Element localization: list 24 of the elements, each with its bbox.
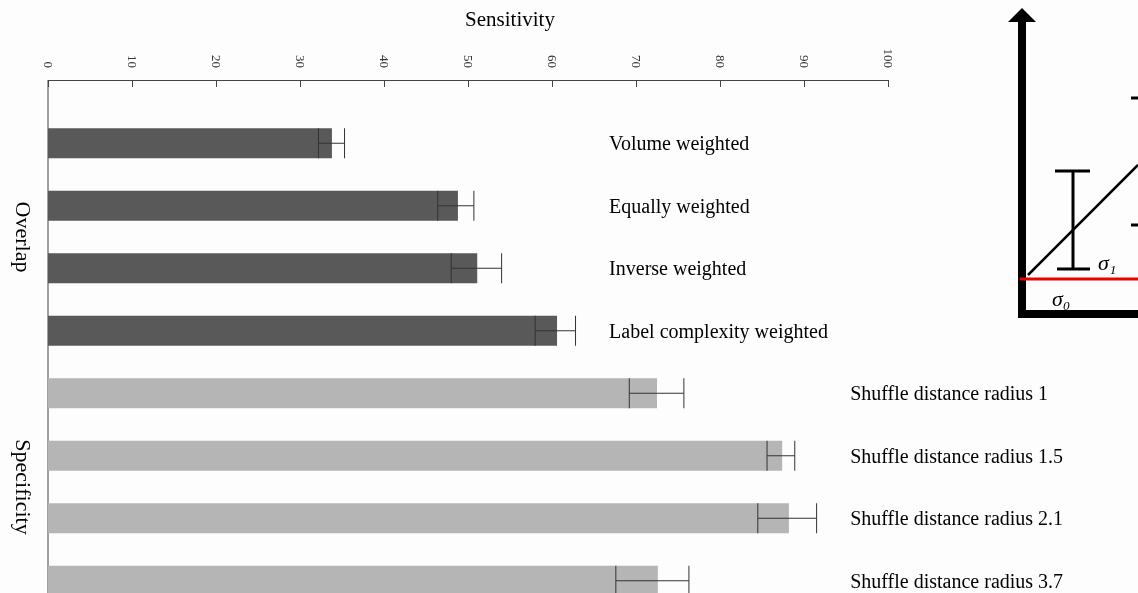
- x-tick-label: 90: [796, 55, 812, 68]
- y-tick-label: Shuffle distance radius 1.5: [850, 444, 1064, 467]
- text: Overlap: [11, 201, 36, 273]
- y-tick-label: Shuffle distance radius 2.1: [850, 507, 1064, 530]
- x-axis-title: Sensitivity: [465, 7, 556, 31]
- x-tick-label: 100: [880, 48, 896, 68]
- x-tick-label: 50: [460, 55, 476, 68]
- y-tick-label: Label complexity weighted: [609, 319, 828, 343]
- x-tick-label: 30: [292, 55, 308, 68]
- x-tick-label: 80: [712, 55, 728, 68]
- x-tick-label: 20: [208, 55, 224, 68]
- x-tick-label: 40: [376, 55, 392, 68]
- x-tick-label: 0: [40, 61, 56, 68]
- x-tick-label: 10: [124, 55, 140, 68]
- text: Specificity: [11, 439, 36, 535]
- y-tick-label: Shuffle distance radius 3.7: [850, 569, 1064, 592]
- y-tick-label: Inverse weighted: [609, 257, 747, 281]
- text: σ₀: [1052, 286, 1071, 311]
- y-tick-label: Volume weighted: [609, 132, 750, 156]
- text: σ₁: [1098, 250, 1117, 275]
- x-tick-label: 60: [544, 55, 560, 68]
- x-tick-label: 70: [628, 55, 644, 68]
- y-tick-label: Shuffle distance radius 1: [850, 382, 1049, 405]
- y-tick-label: Equally weighted: [609, 194, 750, 218]
